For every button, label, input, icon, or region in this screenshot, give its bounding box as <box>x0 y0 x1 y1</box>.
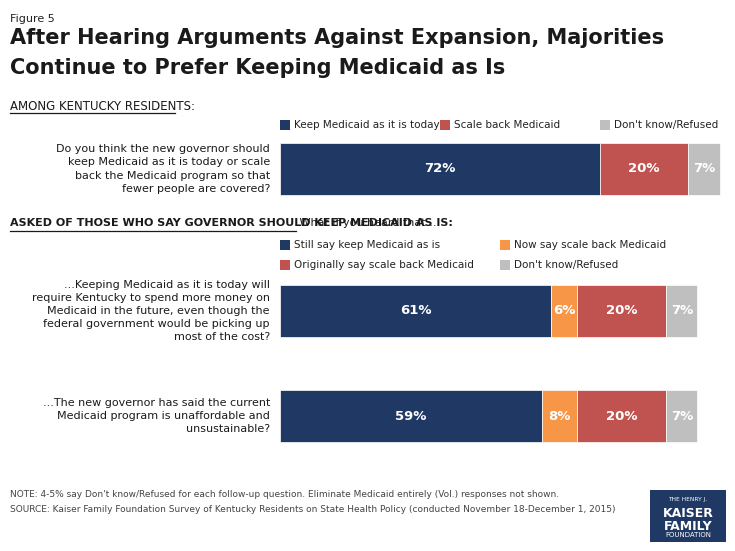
Bar <box>689 143 720 195</box>
Bar <box>551 285 578 337</box>
Text: ...The new governor has said the current
Medicaid program is unaffordable and
un: ...The new governor has said the current… <box>43 398 270 434</box>
Bar <box>600 143 689 195</box>
Bar <box>440 120 450 130</box>
Bar <box>542 390 578 442</box>
Bar <box>600 120 610 130</box>
Bar <box>280 120 290 130</box>
Bar <box>280 240 290 250</box>
Bar <box>280 285 551 337</box>
Text: Still say keep Medicaid as is: Still say keep Medicaid as is <box>294 240 440 250</box>
Text: THE HENRY J.: THE HENRY J. <box>668 497 708 502</box>
Bar <box>500 240 510 250</box>
Text: Figure 5: Figure 5 <box>10 14 54 24</box>
Text: Now say scale back Medicaid: Now say scale back Medicaid <box>514 240 666 250</box>
Bar <box>650 490 726 542</box>
Text: 20%: 20% <box>628 163 660 176</box>
Text: Originally say scale back Medicaid: Originally say scale back Medicaid <box>294 260 474 270</box>
Text: AMONG KENTUCKY RESIDENTS:: AMONG KENTUCKY RESIDENTS: <box>10 100 195 113</box>
Bar <box>280 143 600 195</box>
Text: 72%: 72% <box>424 163 456 176</box>
Text: SOURCE: Kaiser Family Foundation Survey of Kentucky Residents on State Health Po: SOURCE: Kaiser Family Foundation Survey … <box>10 505 615 514</box>
Text: 8%: 8% <box>548 409 571 423</box>
Text: 7%: 7% <box>693 163 715 176</box>
Text: 6%: 6% <box>553 305 576 317</box>
Text: 7%: 7% <box>671 409 693 423</box>
Text: Keep Medicaid as it is today: Keep Medicaid as it is today <box>294 120 440 130</box>
Text: What if you heard that...: What if you heard that... <box>296 218 437 228</box>
Text: FAMILY: FAMILY <box>664 520 712 533</box>
Text: Don't know/Refused: Don't know/Refused <box>514 260 618 270</box>
Text: Do you think the new governor should
keep Medicaid as it is today or scale
back : Do you think the new governor should kee… <box>57 144 270 194</box>
Bar <box>578 390 667 442</box>
Text: ASKED OF THOSE WHO SAY GOVERNOR SHOULD KEEP MEDICAID AS IS:: ASKED OF THOSE WHO SAY GOVERNOR SHOULD K… <box>10 218 453 228</box>
Text: After Hearing Arguments Against Expansion, Majorities: After Hearing Arguments Against Expansio… <box>10 28 664 48</box>
Text: Don't know/Refused: Don't know/Refused <box>614 120 718 130</box>
Bar <box>280 260 290 270</box>
Text: Scale back Medicaid: Scale back Medicaid <box>454 120 560 130</box>
Text: 61%: 61% <box>400 305 431 317</box>
Bar <box>280 390 542 442</box>
Bar <box>667 390 698 442</box>
Bar <box>500 260 510 270</box>
Text: ...Keeping Medicaid as it is today will
require Kentucky to spend more money on
: ...Keeping Medicaid as it is today will … <box>32 279 270 342</box>
Bar <box>578 285 667 337</box>
Text: KAISER: KAISER <box>662 507 714 520</box>
Text: 59%: 59% <box>395 409 426 423</box>
Text: 20%: 20% <box>606 305 638 317</box>
Text: 20%: 20% <box>606 409 638 423</box>
Text: NOTE: 4-5% say Don't know/Refused for each follow-up question. Eliminate Medicai: NOTE: 4-5% say Don't know/Refused for ea… <box>10 490 559 499</box>
Text: FOUNDATION: FOUNDATION <box>665 532 711 538</box>
Text: 7%: 7% <box>671 305 693 317</box>
Text: Continue to Prefer Keeping Medicaid as Is: Continue to Prefer Keeping Medicaid as I… <box>10 58 505 78</box>
Bar <box>667 285 698 337</box>
